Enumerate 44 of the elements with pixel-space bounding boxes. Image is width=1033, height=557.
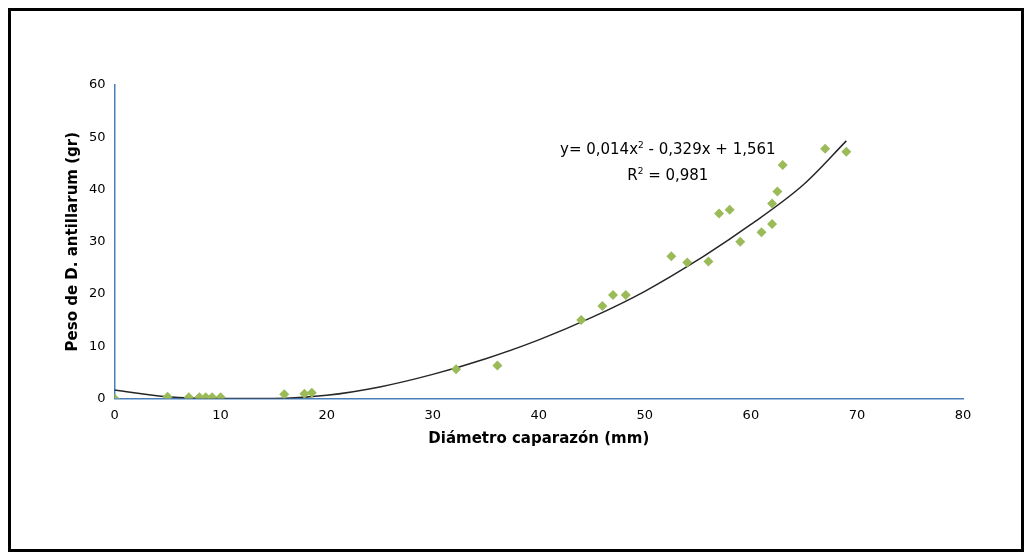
y-tick-label: 20 [89,285,106,301]
point [666,251,677,262]
point [724,204,735,215]
y-tick-label: 0 [97,389,106,405]
point [820,143,831,154]
point [306,387,317,398]
point [451,364,462,375]
annotation: R$^{2}$ = 0,981 [626,165,710,186]
point [682,257,693,268]
x-tick-label: 20 [318,406,335,422]
point [767,198,778,209]
point [703,256,714,267]
point [767,218,778,229]
point [735,236,746,247]
y-tick-label: 40 [89,180,106,196]
point [714,208,725,219]
point [620,289,631,300]
x-tick-label: 10 [212,406,229,422]
x-tick-label: 30 [424,406,441,422]
point [608,289,619,300]
x-tick-label: 60 [742,406,760,422]
y-tick-label: 30 [89,233,106,249]
point [576,315,587,326]
x-tick-label: 50 [636,406,654,422]
point [162,391,173,399]
y-axis-title: Peso de D. antillarum (gr) [62,131,81,352]
point [492,360,503,371]
point [772,186,783,197]
point [279,389,290,399]
point [841,146,852,157]
y-tick-label: 50 [89,128,106,144]
line-series [114,140,848,399]
x-tick-label: 40 [530,406,548,422]
x-axis-title: Diámetro caparazón (mm) [428,428,650,447]
annotation: y= 0,014x$^{2}$ - 0,329x + 1,561 [560,139,776,160]
point [756,227,767,238]
y-tick-label: 10 [89,337,106,353]
point [597,300,608,311]
x-tick-label: 70 [848,406,866,422]
x-tick-label: 0 [110,406,119,422]
x-tick-label: 80 [954,406,972,422]
point [299,388,310,399]
point [777,159,788,170]
y-tick-label: 60 [89,76,106,92]
